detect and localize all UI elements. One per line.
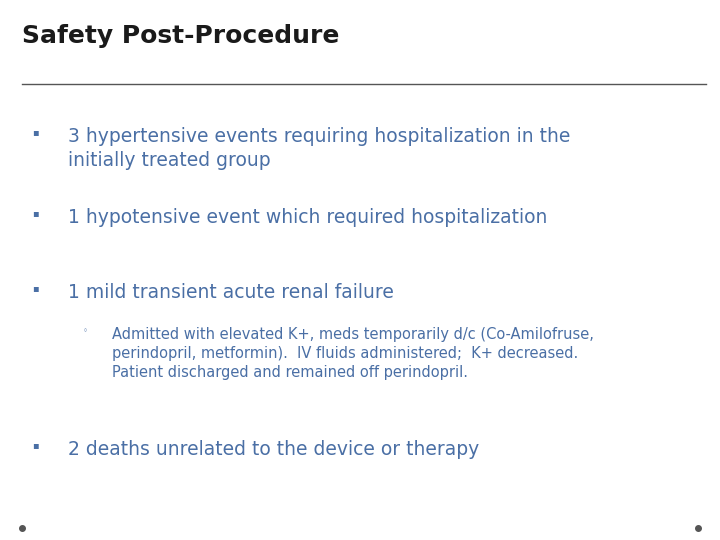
Text: ◦: ◦ (83, 327, 88, 336)
Text: ▪: ▪ (32, 208, 39, 218)
Text: ▪: ▪ (32, 440, 39, 450)
Text: Admitted with elevated K+, meds temporarily d/c (Co-Amilofruse,
perindopril, met: Admitted with elevated K+, meds temporar… (112, 327, 593, 380)
Text: 1 mild transient acute renal failure: 1 mild transient acute renal failure (68, 284, 395, 302)
Text: ▪: ▪ (32, 127, 39, 137)
Text: 3 hypertensive events requiring hospitalization in the
initially treated group: 3 hypertensive events requiring hospital… (68, 127, 571, 170)
Text: 2 deaths unrelated to the device or therapy: 2 deaths unrelated to the device or ther… (68, 440, 480, 459)
Text: ▪: ▪ (32, 284, 39, 294)
Text: Safety Post-Procedure: Safety Post-Procedure (22, 24, 339, 48)
Text: 1 hypotensive event which required hospitalization: 1 hypotensive event which required hospi… (68, 208, 548, 227)
